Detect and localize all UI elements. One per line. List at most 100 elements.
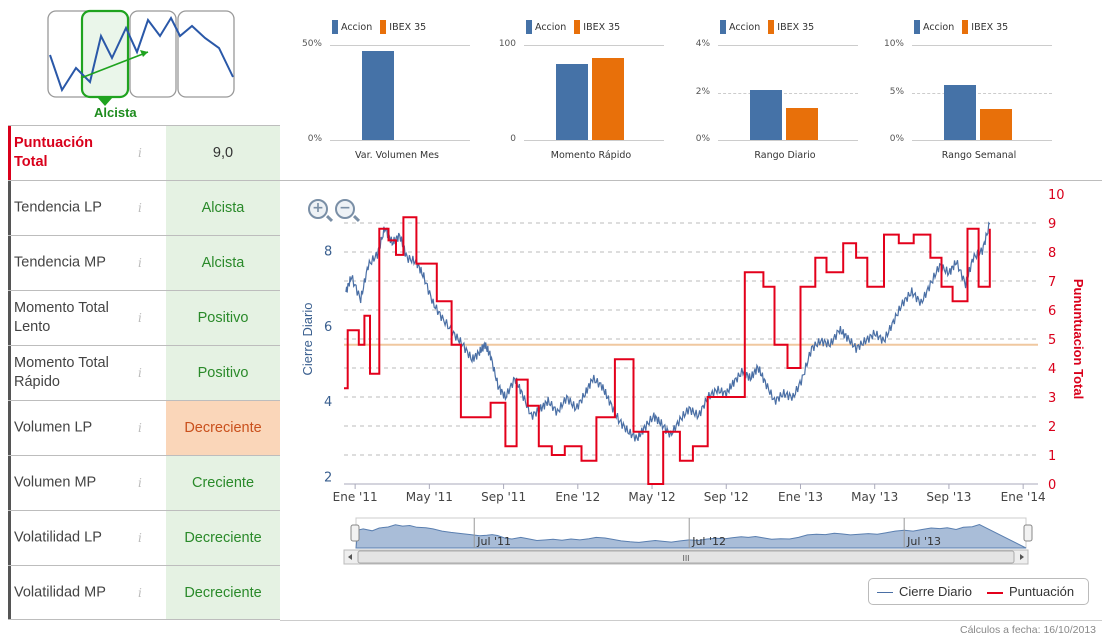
zoom-in-button[interactable]: +	[308, 199, 328, 219]
score-row: Volatilidad LP i Decreciente	[8, 510, 280, 565]
legend-swatch	[962, 20, 969, 34]
legend-item-accion[interactable]: Accion	[332, 20, 373, 34]
score-row: Volatilidad MP i Decreciente	[8, 565, 280, 620]
y-tick-max: 4%	[695, 39, 710, 49]
score-row: Tendencia LP i Alcista	[8, 180, 280, 235]
score-label: Volatilidad LP	[14, 529, 102, 546]
mini-caption: Var. Volumen Mes	[354, 150, 440, 161]
info-icon[interactable]: i	[138, 256, 142, 270]
bar-ibex[interactable]	[592, 58, 624, 140]
x-tick-label: Sep '11	[481, 490, 526, 504]
score-value: Alcista	[166, 236, 280, 290]
info-icon[interactable]: i	[138, 201, 142, 215]
bar-ibex[interactable]	[980, 108, 1012, 140]
scroll-grip: III	[682, 554, 689, 563]
navigator-label: Jul '12	[691, 535, 726, 548]
x-tick-label: Sep '13	[926, 490, 971, 504]
legend-label-cierre: Cierre Diario	[899, 584, 972, 599]
mini-legend: Accion IBEX 35	[914, 20, 1016, 34]
mini-caption: Momento Rápido	[550, 150, 632, 161]
y-left-tick: 2	[324, 470, 332, 485]
y-tick-min: 0%	[307, 134, 322, 144]
legend-label: IBEX 35	[777, 21, 815, 33]
legend-label-puntuacion: Puntuación	[1009, 584, 1075, 599]
x-tick-label: Ene '13	[778, 490, 823, 504]
bar-accion[interactable]	[750, 90, 782, 140]
mini-legend: Accion IBEX 35	[332, 20, 434, 34]
legend-item-ibex[interactable]: IBEX 35	[574, 20, 620, 34]
scroll-left-arrow[interactable]	[348, 554, 352, 560]
y-right-tick: 0	[1048, 478, 1056, 493]
y-tick-min: 0	[510, 134, 516, 144]
grid-line	[912, 92, 1052, 94]
navigator-handle-right[interactable]	[1023, 524, 1033, 542]
grid-line	[912, 45, 1052, 46]
y-right-tick: 2	[1048, 420, 1056, 435]
axis-line	[912, 140, 1052, 141]
x-tick-label: Ene '12	[555, 490, 600, 504]
x-tick-label: May '11	[406, 490, 453, 504]
score-row: Volumen LP i Decreciente	[8, 400, 280, 455]
trend-selected-label: Alcista	[94, 105, 137, 120]
info-icon[interactable]: i	[138, 366, 142, 380]
legend-label: IBEX 35	[971, 21, 1009, 33]
legend-item-accion[interactable]: Accion	[914, 20, 954, 34]
score-label: Volumen MP	[14, 474, 97, 491]
divider	[280, 180, 1102, 181]
zoom-out-button[interactable]: −	[335, 199, 355, 219]
info-icon[interactable]: i	[138, 585, 142, 600]
scrollbar-thumb[interactable]	[357, 550, 1015, 564]
legend-swatch	[720, 20, 726, 34]
row-accent-bar	[8, 126, 11, 180]
score-row: Momento Total Lento i Positivo	[8, 290, 280, 345]
grid-line	[330, 45, 470, 46]
mini-chart: Accion IBEX 35 10% 0% 5% Rango Semanal	[864, 14, 1054, 169]
legend-item-puntuacion[interactable]: Puntuación	[987, 584, 1074, 599]
bar-accion[interactable]	[944, 84, 976, 140]
info-icon[interactable]: i	[138, 311, 142, 325]
legend-item-accion[interactable]: Accion	[526, 20, 566, 34]
legend-label: Accion	[341, 21, 373, 33]
navigator-handle-left[interactable]	[350, 524, 360, 542]
legend-item-ibex[interactable]: IBEX 35	[380, 20, 427, 34]
scroll-right-arrow[interactable]	[1020, 554, 1024, 560]
trend-selector: Alcista	[8, 0, 280, 125]
score-value: Decreciente	[166, 511, 280, 565]
bar-ibex[interactable]	[786, 107, 818, 140]
y-right-tick: 6	[1048, 304, 1056, 319]
legend-item-ibex[interactable]: IBEX 35	[768, 20, 815, 34]
bar-accion[interactable]	[362, 50, 394, 140]
info-icon[interactable]: i	[138, 421, 142, 435]
y-tick-max: 100	[498, 39, 516, 49]
legend-item-accion[interactable]: Accion	[720, 20, 761, 34]
legend-item-cierre[interactable]: Cierre Diario	[877, 584, 972, 599]
score-label: Momento Total Lento	[14, 300, 109, 335]
price-score-chart: 0 1 2 3 4 5 6 7 8 9 10 2 4 6 8 Ene '11 May '11 Sep '11 Ene…	[300, 188, 1086, 565]
info-icon[interactable]: i	[138, 146, 142, 160]
y-right-tick: 5	[1048, 333, 1056, 348]
mini-legend: Accion IBEX 35	[526, 20, 628, 34]
y-tick-mid: 2%	[695, 86, 710, 97]
info-icon[interactable]: i	[138, 476, 142, 490]
x-tick-label: May '12	[628, 490, 675, 504]
mini-caption: Rango Semanal	[941, 150, 1017, 161]
y-left-tick: 4	[324, 395, 332, 410]
x-tick-label: Ene '11	[333, 490, 378, 504]
axis-line	[524, 140, 664, 141]
legend-item-ibex[interactable]: IBEX 35	[962, 20, 1009, 34]
legend-label: Accion	[729, 21, 761, 33]
y-tick-min: 0%	[889, 134, 904, 144]
score-row: Volumen MP i Creciente	[8, 455, 280, 510]
x-tick-label: May '13	[851, 490, 898, 504]
legend-label: IBEX 35	[389, 21, 427, 33]
x-tick-label: Ene '14	[1001, 490, 1046, 504]
score-row: Puntuación Total i 9,0	[8, 125, 280, 180]
legend-swatch	[380, 20, 387, 34]
y-right-tick: 4	[1048, 362, 1056, 377]
mini-caption: Rango Diario	[754, 150, 816, 161]
y-left-tick: 6	[324, 320, 332, 335]
bar-accion[interactable]	[556, 64, 588, 140]
row-accent-bar	[8, 236, 11, 290]
info-icon[interactable]: i	[138, 531, 142, 545]
row-accent-bar	[8, 401, 11, 455]
